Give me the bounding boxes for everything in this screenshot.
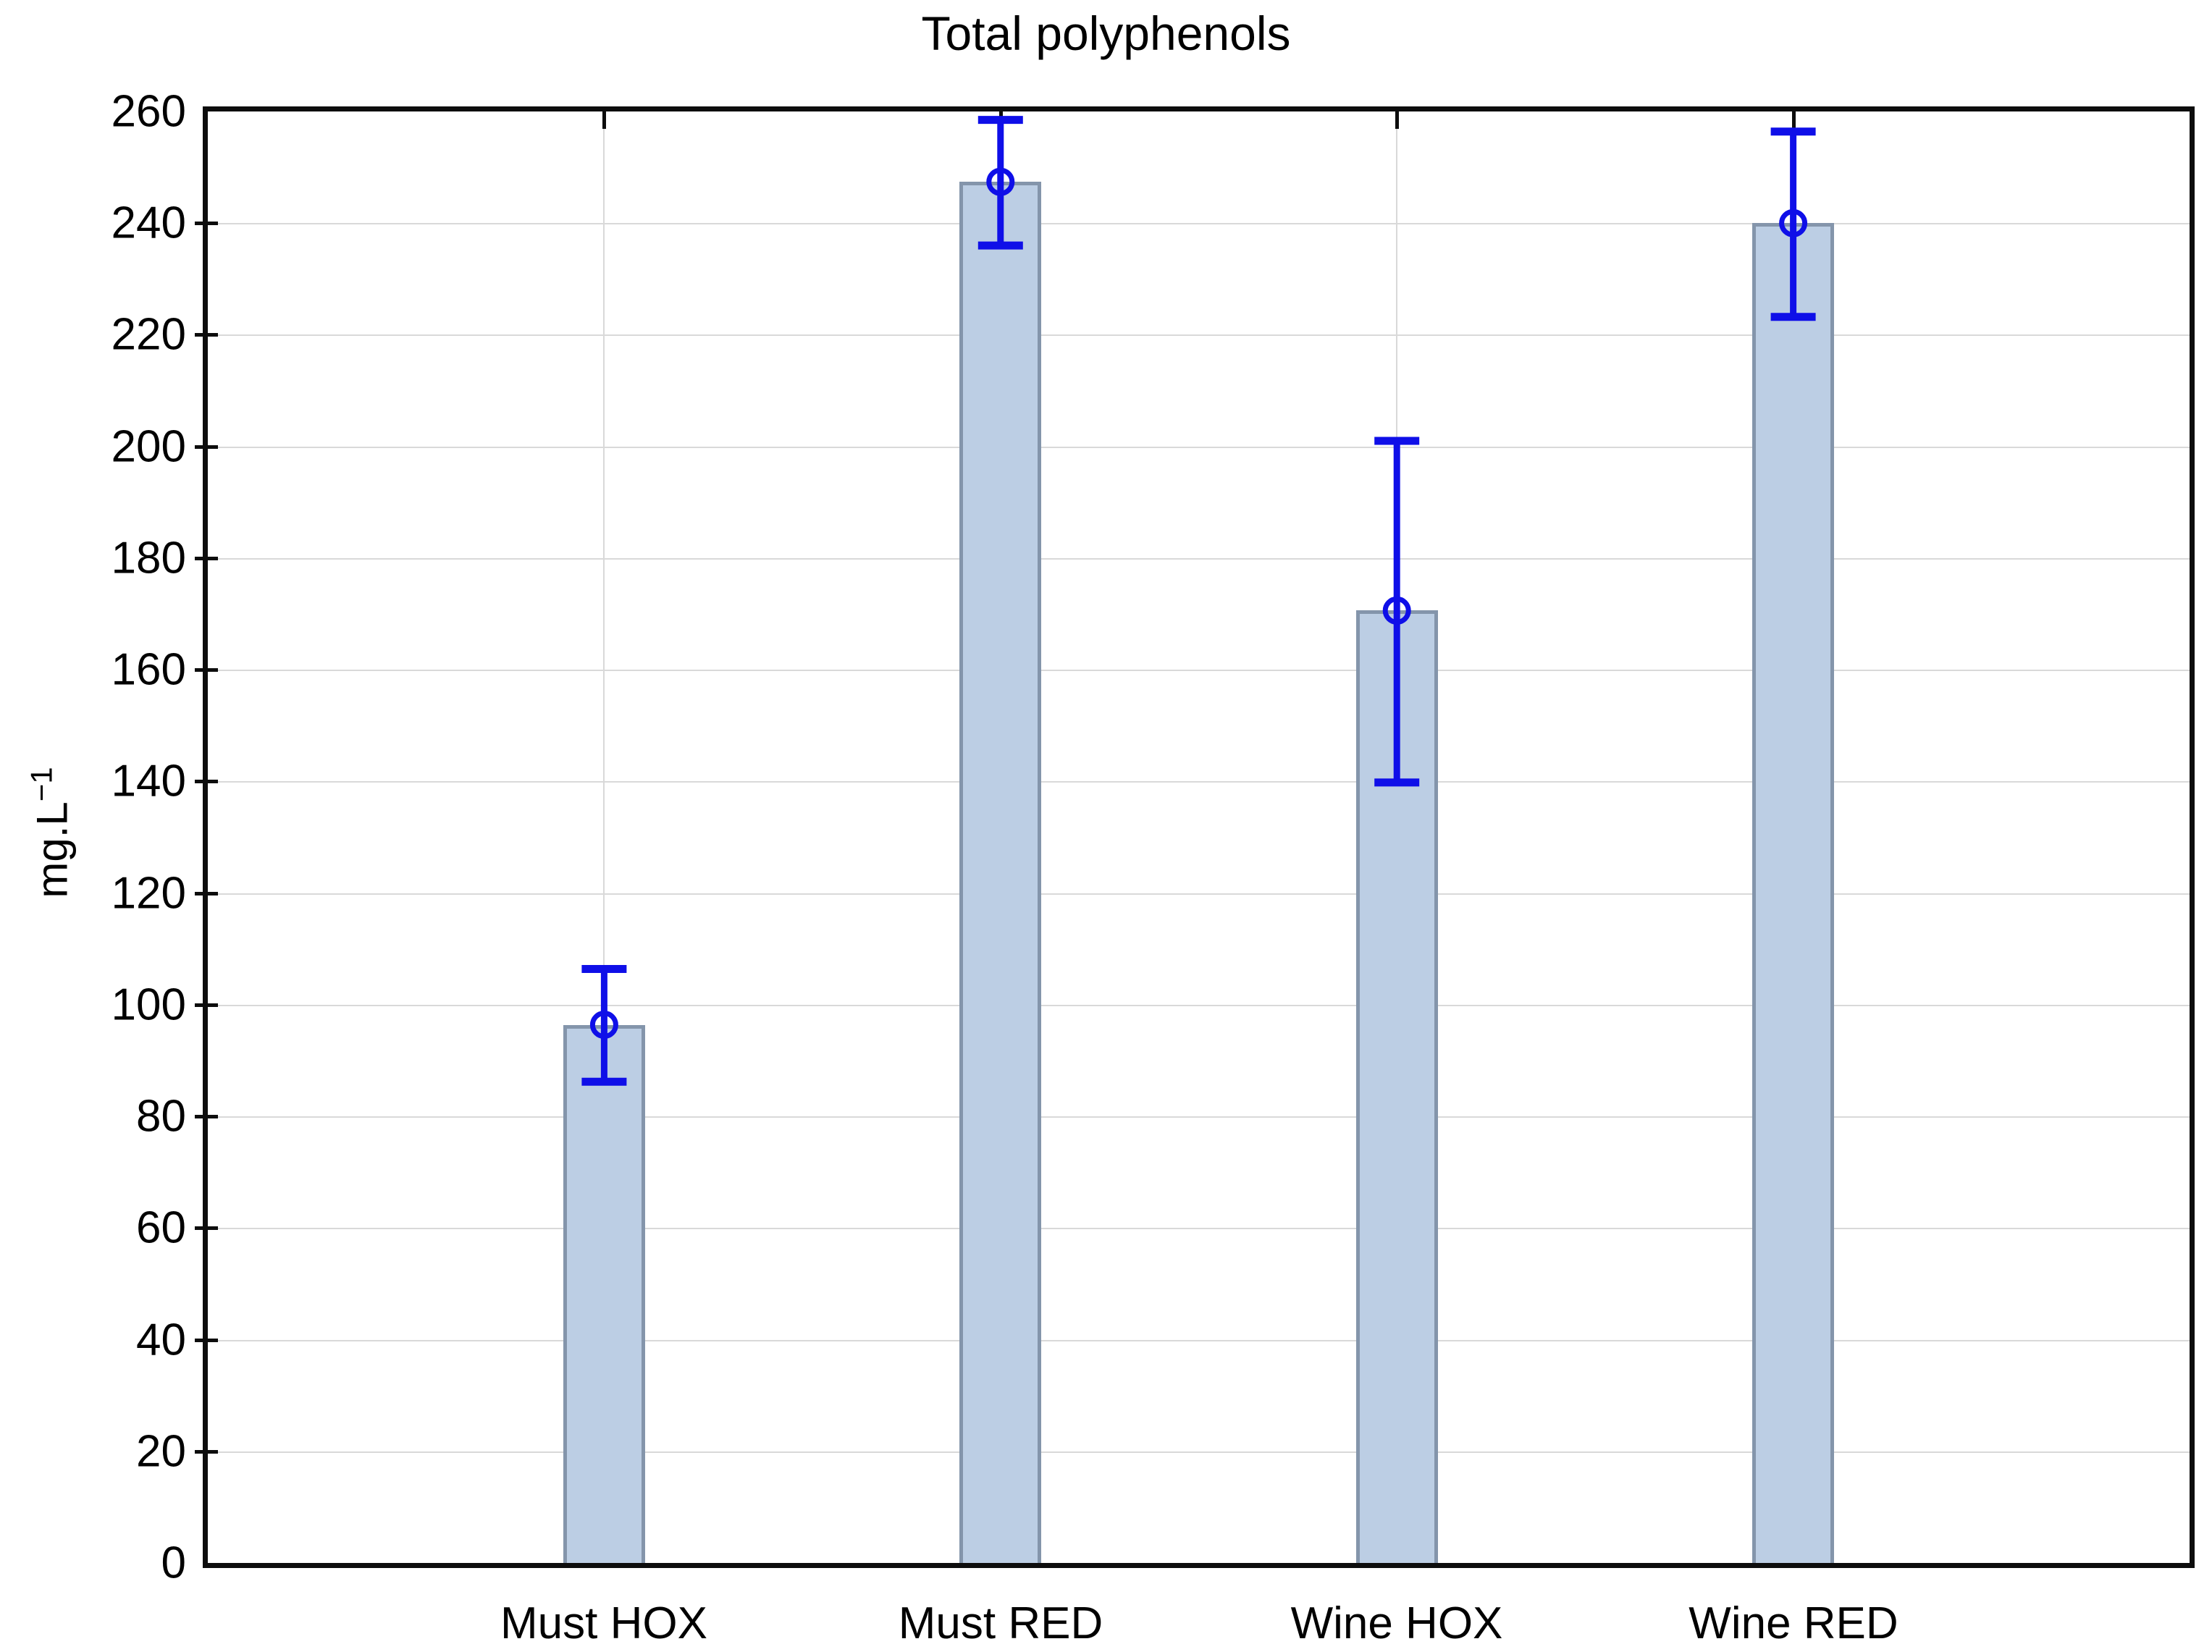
horizontal-gridline (208, 1340, 2190, 1341)
x-tick-label-must-hox: Must HOX (500, 1598, 707, 1648)
horizontal-gridline (208, 893, 2190, 895)
plot-frame (203, 106, 2195, 1568)
x-tick-label-wine-red: Wine RED (1689, 1598, 1898, 1648)
chart-title: Total polyphenols (921, 7, 1291, 60)
y-tick-label: 200 (111, 421, 186, 472)
y-tick-label: 240 (111, 198, 186, 248)
y-axis-label-base: mg.L (28, 801, 77, 898)
horizontal-gridline (208, 1116, 2190, 1118)
vertical-gridline (603, 111, 605, 1563)
bar-wine-red (1752, 223, 1834, 1563)
horizontal-gridline (208, 223, 2190, 224)
bar-must-hox (563, 1025, 645, 1563)
y-tick-label: 80 (136, 1091, 186, 1142)
x-tick-label-must-red: Must RED (898, 1598, 1103, 1648)
top-axis-tick (602, 111, 606, 129)
y-tick-label: 100 (111, 979, 186, 1030)
horizontal-gridline (208, 670, 2190, 671)
horizontal-gridline (208, 558, 2190, 560)
y-tick-label: 120 (111, 868, 186, 919)
y-tick-label: 40 (136, 1315, 186, 1365)
horizontal-gridline (208, 447, 2190, 448)
y-tick-label: 0 (161, 1538, 186, 1588)
horizontal-gridline (208, 1451, 2190, 1453)
y-tick-label: 160 (111, 644, 186, 695)
horizontal-gridline (208, 781, 2190, 783)
top-axis-tick (1792, 111, 1796, 129)
top-axis-tick (1395, 111, 1399, 129)
y-axis-label-exponent: −1 (24, 767, 59, 802)
horizontal-gridline (208, 1228, 2190, 1229)
horizontal-gridline (208, 334, 2190, 336)
y-tick-label: 260 (111, 86, 186, 137)
horizontal-gridline (208, 1005, 2190, 1006)
y-tick-label: 140 (111, 756, 186, 806)
y-tick-label: 180 (111, 533, 186, 583)
y-tick-label: 60 (136, 1202, 186, 1253)
y-tick-label: 20 (136, 1426, 186, 1477)
y-tick-label: 220 (111, 309, 186, 360)
y-axis-label: mg.L−1 (25, 767, 77, 898)
x-tick-label-wine-hox: Wine HOX (1290, 1598, 1503, 1648)
